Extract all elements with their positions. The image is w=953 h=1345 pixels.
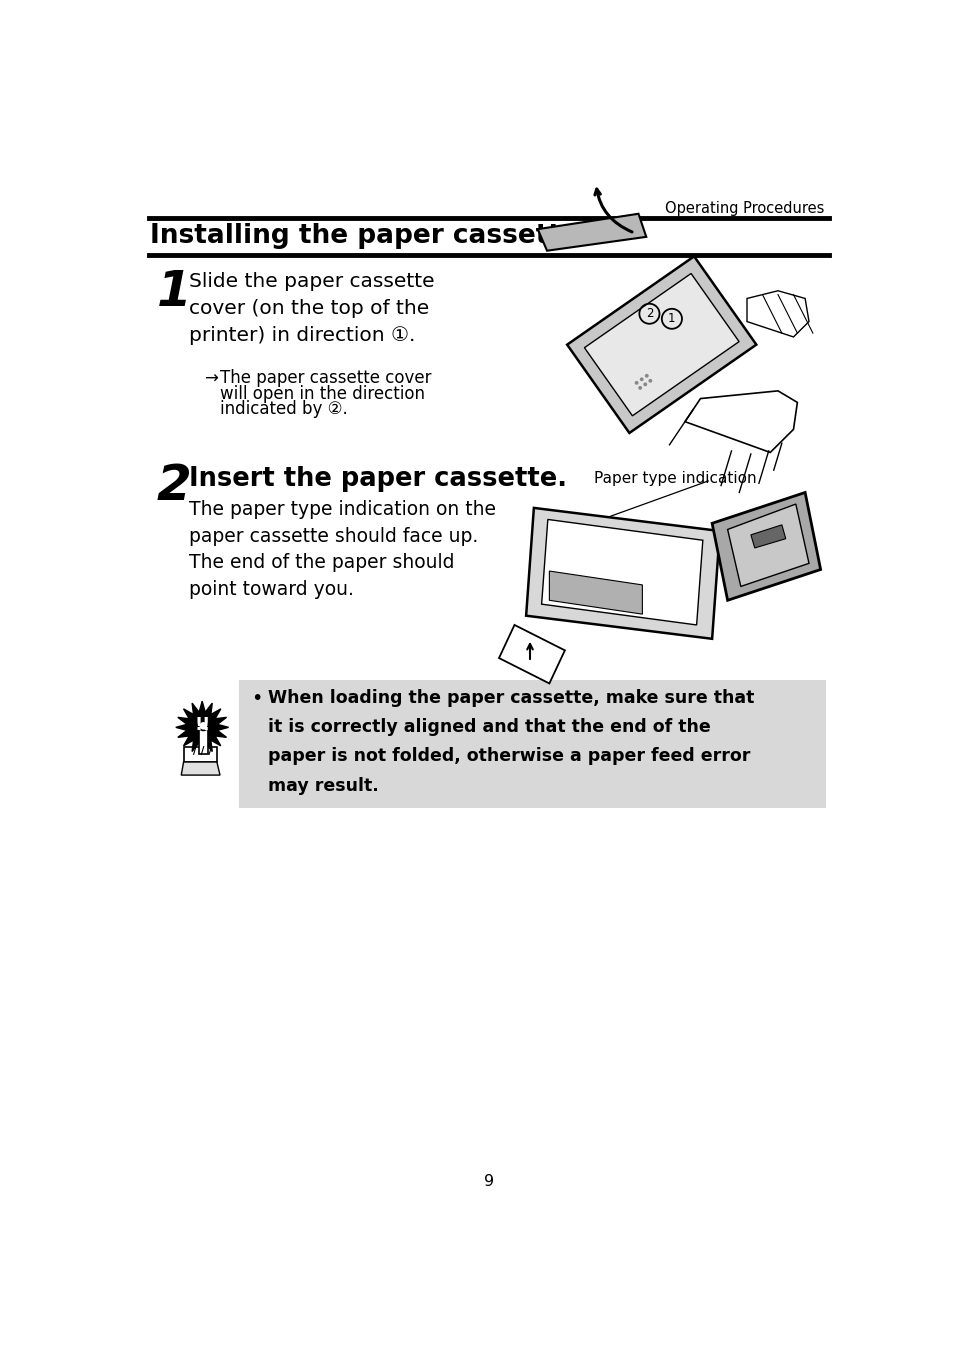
Circle shape [648, 379, 652, 383]
Polygon shape [746, 291, 808, 338]
Text: The paper type indication on the
paper cassette should face up.
The end of the p: The paper type indication on the paper c… [189, 500, 496, 599]
Polygon shape [199, 728, 208, 755]
Text: The paper cassette cover: The paper cassette cover [220, 370, 431, 387]
Text: Operating Procedures: Operating Procedures [664, 202, 823, 217]
Text: Slide the paper cassette
cover (on the top of the
printer) in direction ①.: Slide the paper cassette cover (on the t… [189, 272, 435, 346]
Polygon shape [549, 572, 641, 615]
Text: !!: !! [193, 716, 210, 734]
Text: it is correctly aligned and that the end of the: it is correctly aligned and that the end… [268, 718, 710, 736]
Polygon shape [541, 519, 702, 625]
Polygon shape [537, 214, 645, 250]
Text: →: → [204, 370, 218, 387]
Text: 2: 2 [645, 307, 653, 320]
Text: 1: 1 [156, 268, 191, 316]
Text: indicated by ②.: indicated by ②. [220, 399, 348, 418]
Text: will open in the direction: will open in the direction [220, 385, 424, 402]
Text: may result.: may result. [268, 776, 378, 795]
Text: 1: 1 [667, 312, 675, 325]
Polygon shape [727, 504, 808, 586]
Text: When loading the paper cassette, make sure that: When loading the paper cassette, make su… [268, 689, 754, 707]
Circle shape [634, 381, 638, 385]
Text: Paper type indication: Paper type indication [593, 471, 756, 486]
Circle shape [638, 386, 641, 390]
Text: Insert the paper cassette.: Insert the paper cassette. [189, 465, 566, 491]
Polygon shape [566, 257, 756, 433]
Circle shape [198, 721, 208, 730]
Text: 2: 2 [156, 461, 191, 510]
Circle shape [644, 374, 648, 378]
Polygon shape [498, 625, 564, 683]
Text: 9: 9 [483, 1174, 494, 1189]
Polygon shape [684, 391, 797, 452]
FancyBboxPatch shape [239, 679, 825, 808]
Circle shape [639, 378, 643, 381]
Polygon shape [181, 763, 220, 775]
Polygon shape [525, 508, 720, 639]
Circle shape [642, 382, 646, 386]
Polygon shape [750, 525, 785, 547]
Text: Installing the paper cassette: Installing the paper cassette [150, 223, 578, 249]
Polygon shape [584, 273, 739, 416]
Text: •: • [251, 689, 262, 707]
Polygon shape [711, 492, 820, 600]
Text: paper is not folded, otherwise a paper feed error: paper is not folded, otherwise a paper f… [268, 748, 750, 765]
Polygon shape [183, 746, 216, 763]
Polygon shape [175, 701, 229, 753]
